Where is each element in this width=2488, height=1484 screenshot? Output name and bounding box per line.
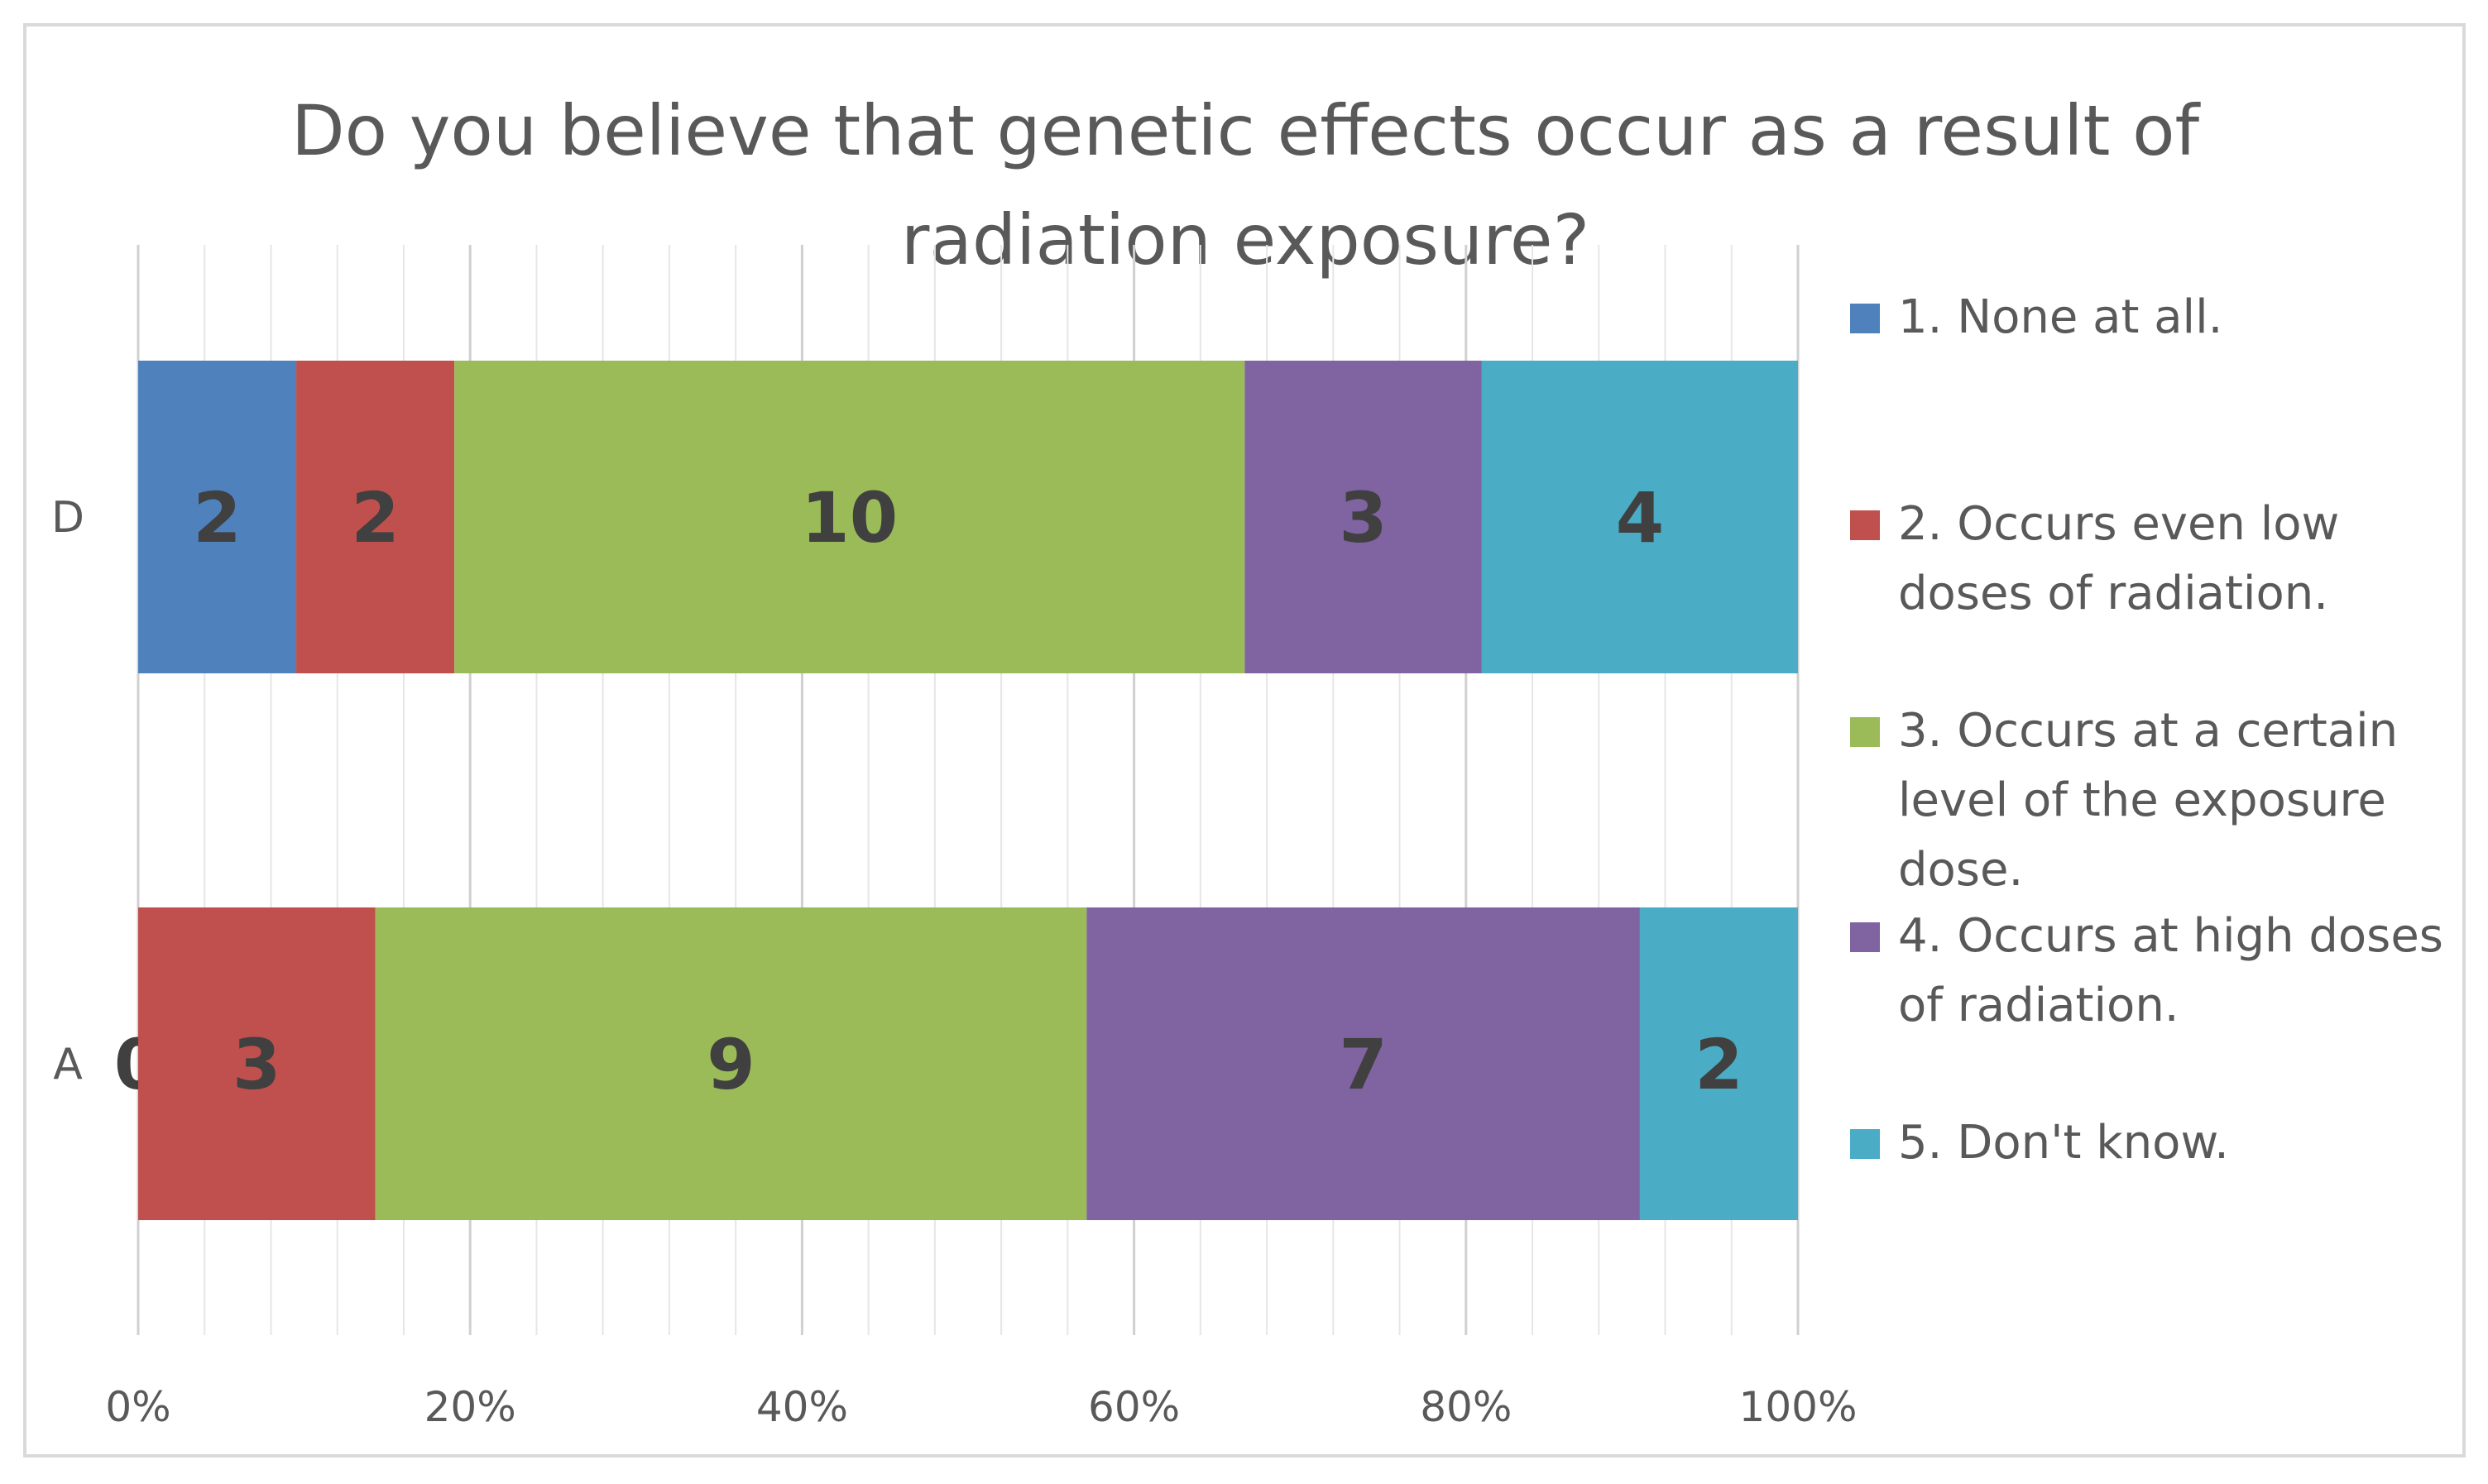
legend-label-line: doses of radiation. (1898, 567, 2329, 620)
x-tick-label: 40% (756, 1383, 848, 1431)
legend-swatch (1850, 1129, 1880, 1159)
legend-swatch (1850, 304, 1880, 333)
bar-segment (454, 361, 1245, 673)
data-label: 2 (193, 477, 241, 558)
legend-label: 2. Occurs even low doses of radiation. (1898, 490, 2452, 629)
data-label: 3 (1339, 477, 1387, 558)
x-tick-label: 80% (1420, 1383, 1512, 1431)
y-category-label: D (51, 493, 84, 543)
legend-swatch (1850, 717, 1880, 747)
bar-segment (138, 907, 376, 1220)
legend-swatch (1850, 922, 1880, 952)
legend-label-line: 4. Occurs at high doses (1898, 909, 2443, 963)
data-label: 3 (233, 1024, 280, 1105)
bar-segment (1086, 907, 1640, 1220)
legend-label-line: 2. Occurs even low (1898, 497, 2340, 551)
legend-label-line: of radiation. (1898, 979, 2179, 1032)
data-label: 7 (1339, 1024, 1387, 1105)
chart-title: Do you believe that genetic effects occu… (149, 76, 2342, 294)
data-label: 10 (801, 477, 898, 558)
bar-segment (1481, 361, 1798, 673)
bar-segment (375, 907, 1087, 1220)
x-tick-label: 60% (1088, 1383, 1180, 1431)
chart-title-line-2: radiation exposure? (900, 199, 1590, 280)
legend-label: 5. Don't know. (1898, 1108, 2452, 1178)
legend-label-line: 1. None at all. (1898, 290, 2223, 344)
bar-segment (1639, 907, 1798, 1220)
legend-label-line: 5. Don't know. (1898, 1116, 2229, 1170)
legend-label: 4. Occurs at high doses of radiation. (1898, 902, 2452, 1041)
data-label: 2 (351, 477, 399, 558)
legend-label: 1. None at all. (1898, 283, 2452, 352)
bar-segment (296, 361, 455, 673)
x-tick-label: 100% (1739, 1383, 1858, 1431)
x-tick-label: 20% (424, 1383, 516, 1431)
data-label: 9 (707, 1024, 755, 1105)
y-category-label: A (53, 1040, 83, 1089)
bar-segment (1244, 361, 1482, 673)
bar-segment (138, 361, 297, 673)
legend-label-line: 3. Occurs at a certain (1898, 704, 2399, 758)
legend-swatch (1850, 510, 1880, 540)
legend-label: 3. Occurs at a certain level of the expos… (1898, 697, 2452, 905)
legend-label-line: level of the exposure (1898, 773, 2386, 827)
data-label: 4 (1616, 477, 1664, 558)
data-label: 2 (1695, 1024, 1743, 1105)
x-tick-label: 0% (105, 1383, 170, 1431)
chart-title-line-1: Do you believe that genetic effects occu… (290, 90, 2200, 171)
legend-label-line: dose. (1898, 843, 2024, 897)
